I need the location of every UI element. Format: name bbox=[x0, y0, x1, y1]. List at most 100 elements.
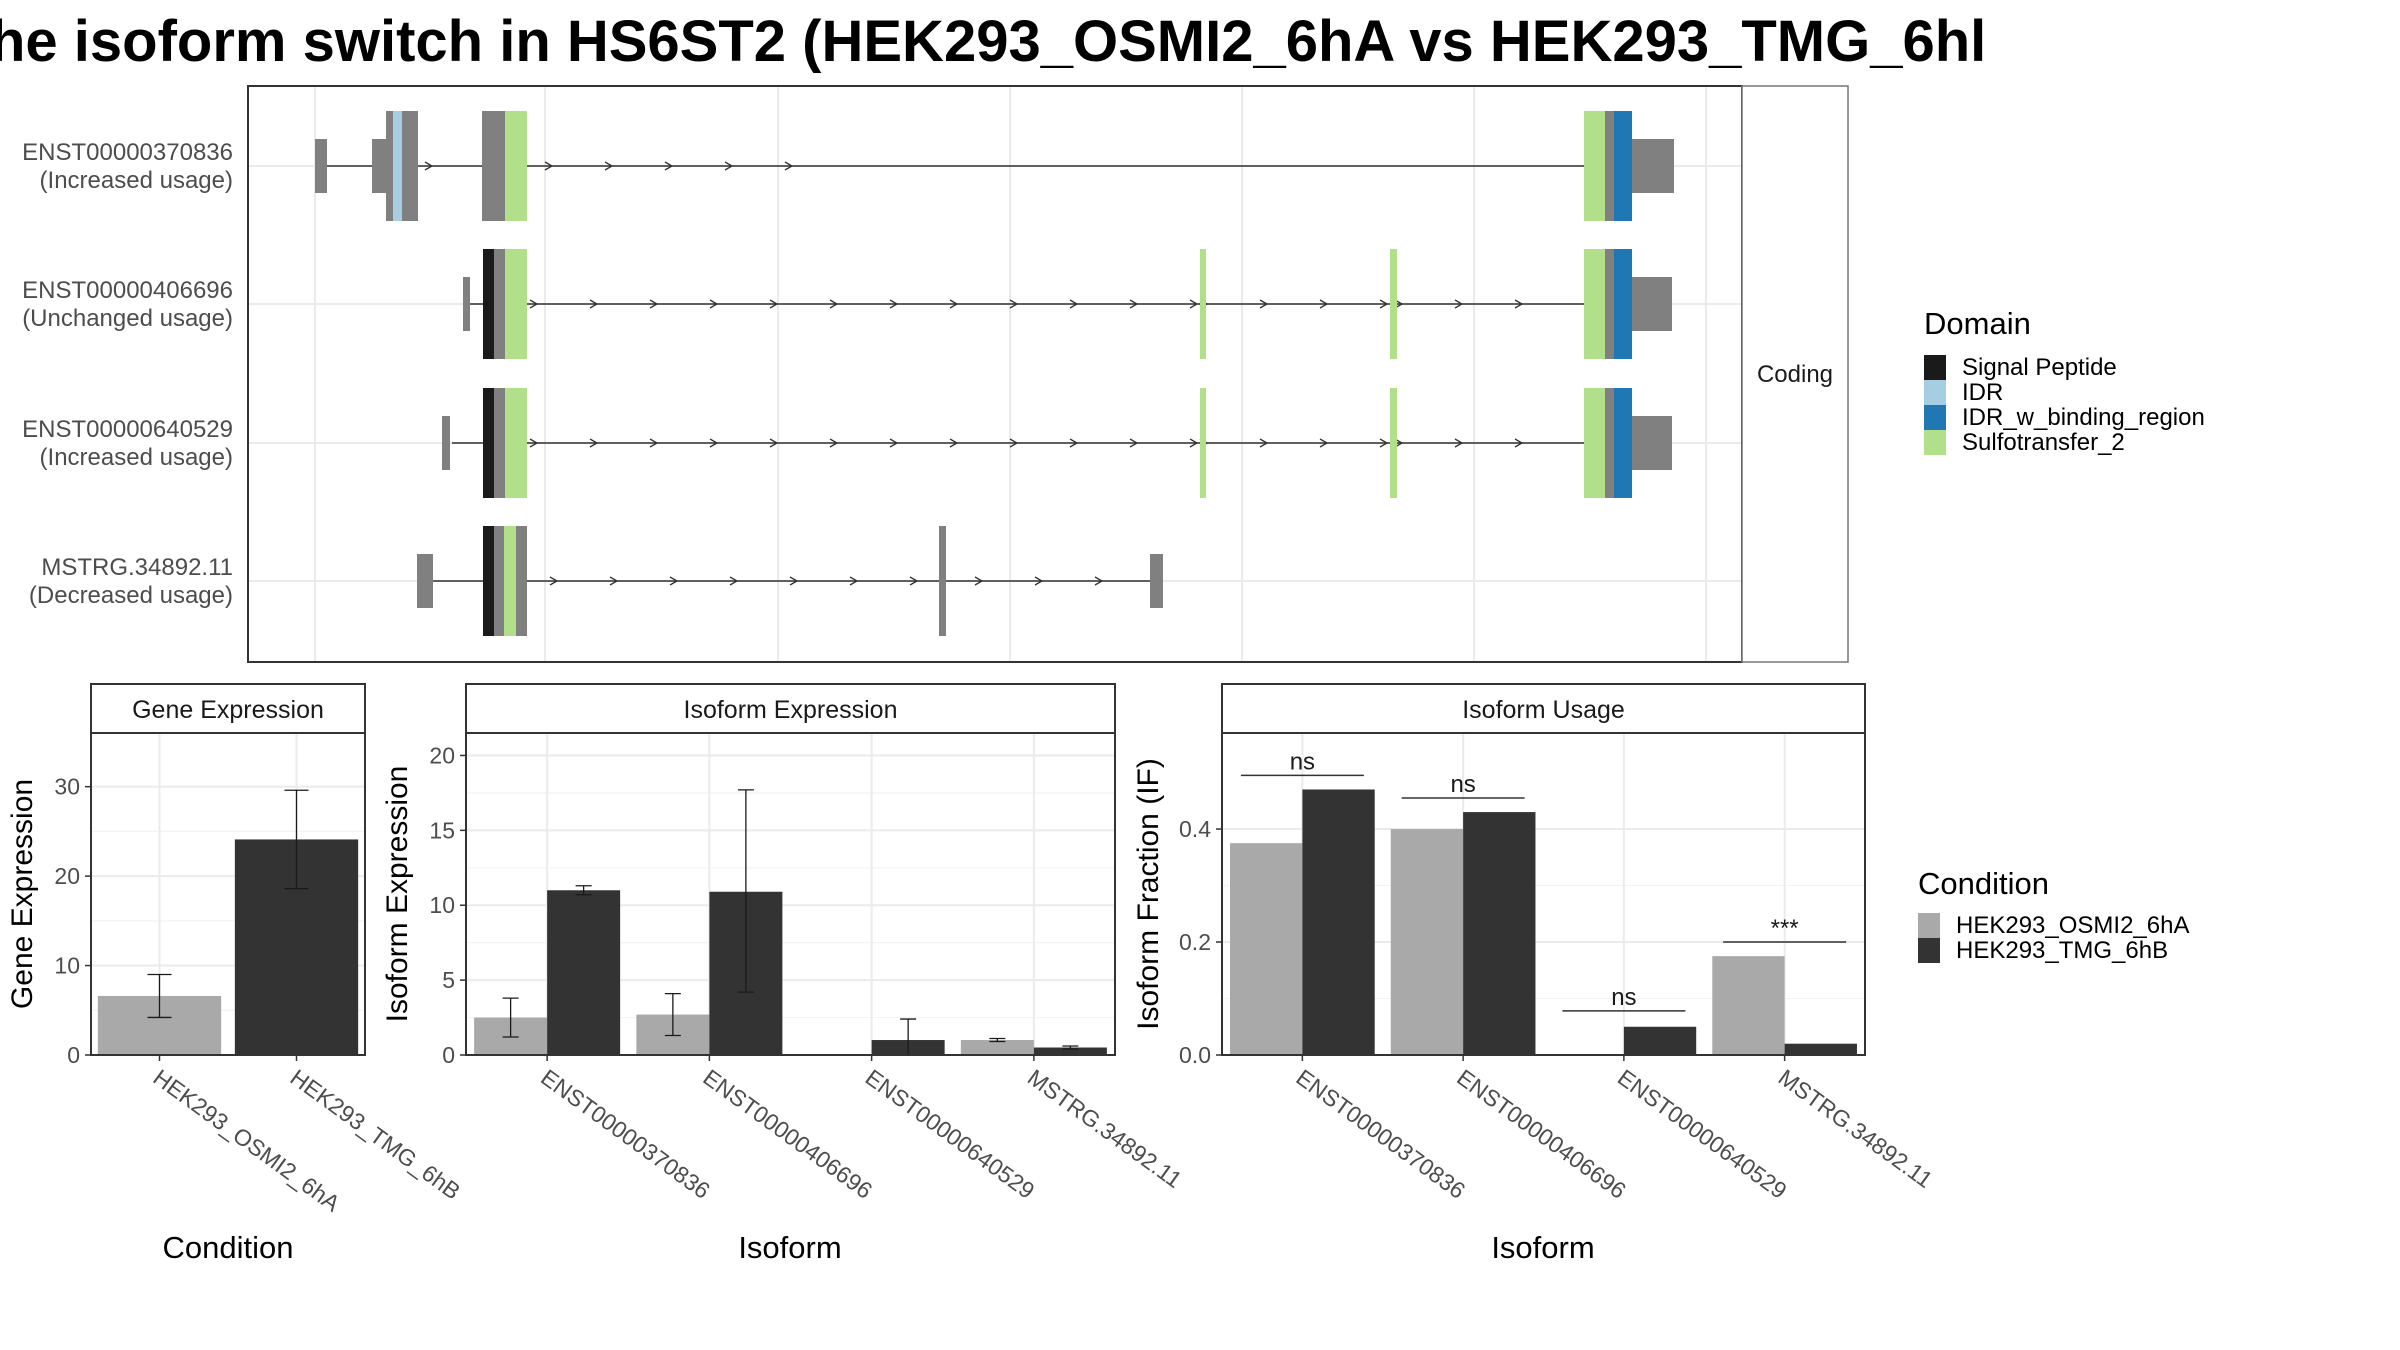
exon-block bbox=[1584, 111, 1605, 221]
intron-arrow bbox=[974, 576, 984, 586]
domain-legend-key bbox=[1924, 430, 1946, 455]
significance-label: ns bbox=[1611, 984, 1636, 1011]
exon-block bbox=[442, 416, 450, 470]
exon-block bbox=[1390, 388, 1397, 498]
exon-block bbox=[463, 277, 470, 331]
isoform-usage-label: (Unchanged usage) bbox=[22, 305, 233, 332]
intron-arrow bbox=[1319, 299, 1329, 309]
exon-block bbox=[1614, 249, 1632, 359]
intron-arrow bbox=[529, 438, 539, 448]
intron-arrow bbox=[784, 161, 794, 171]
intron-arrow bbox=[589, 438, 599, 448]
intron-arrow bbox=[1034, 576, 1044, 586]
exon-block bbox=[494, 526, 504, 636]
y-tick-label: 20 bbox=[429, 742, 455, 768]
intron-arrow bbox=[609, 576, 619, 586]
intron-arrow bbox=[664, 161, 674, 171]
intron-arrow bbox=[1394, 299, 1404, 309]
x-tick-label: MSTRG.34892.11 bbox=[1023, 1064, 1187, 1193]
exon-block bbox=[516, 526, 527, 636]
intron-arrow bbox=[1129, 299, 1139, 309]
exon-block bbox=[939, 526, 946, 636]
y-tick-label: 15 bbox=[429, 817, 455, 843]
exon-block bbox=[1614, 111, 1632, 221]
domain-legend-key bbox=[1924, 380, 1946, 405]
domain-legend-key bbox=[1924, 405, 1946, 430]
x-tick-label: ENST00000406696 bbox=[698, 1064, 877, 1204]
intron-arrow bbox=[889, 438, 899, 448]
isoform-row-label: ENST00000370836 bbox=[22, 139, 233, 166]
exon-block bbox=[1200, 249, 1206, 359]
intron-arrow bbox=[889, 299, 899, 309]
domain-legend-label: IDR_w_binding_region bbox=[1962, 404, 2205, 431]
y-tick-label: 10 bbox=[429, 892, 455, 918]
exon-block bbox=[1584, 249, 1605, 359]
y-tick-label: 0.4 bbox=[1179, 816, 1211, 842]
y-tick-label: 0.0 bbox=[1179, 1042, 1211, 1068]
y-axis-title: Isoform Expression bbox=[381, 766, 414, 1023]
isoform-usage-label: (Decreased usage) bbox=[29, 582, 233, 609]
intron-arrow bbox=[849, 576, 859, 586]
x-tick-label: ENST00000370836 bbox=[1291, 1064, 1470, 1204]
intron-arrow bbox=[789, 576, 799, 586]
intron-arrow bbox=[549, 576, 559, 586]
panel-border bbox=[1221, 732, 1866, 1056]
intron-arrow bbox=[529, 299, 539, 309]
intron-arrow bbox=[949, 299, 959, 309]
x-tick-label: ENST00000640529 bbox=[1613, 1064, 1792, 1204]
panel-border bbox=[90, 732, 366, 1056]
x-tick-label: ENST00000406696 bbox=[1452, 1064, 1631, 1204]
bar bbox=[1623, 1026, 1697, 1055]
panel-title: Isoform Usage bbox=[1462, 696, 1625, 724]
condition-legend-label: HEK293_TMG_6hB bbox=[1956, 937, 2168, 964]
x-tick-label: ENST00000370836 bbox=[536, 1064, 715, 1204]
bar bbox=[1390, 829, 1464, 1055]
condition-legend-key bbox=[1918, 938, 1940, 963]
intron-arrow bbox=[589, 299, 599, 309]
intron-arrow bbox=[669, 576, 679, 586]
exon-block bbox=[483, 526, 494, 636]
domain-legend-key bbox=[1924, 355, 1946, 380]
intron-arrow bbox=[709, 299, 719, 309]
x-axis-title: Isoform bbox=[1491, 1230, 1594, 1265]
exon-block bbox=[1150, 554, 1163, 608]
panel-title: Gene Expression bbox=[132, 696, 324, 724]
bar bbox=[1784, 1043, 1857, 1055]
bar bbox=[1230, 843, 1303, 1055]
intron-arrow bbox=[709, 438, 719, 448]
intron-arrow bbox=[1189, 299, 1199, 309]
exon-block bbox=[1614, 388, 1632, 498]
intron-arrow bbox=[1189, 438, 1199, 448]
y-axis-title: Gene Expression bbox=[6, 779, 39, 1009]
structure-panel-bg bbox=[248, 86, 1742, 662]
exon-block bbox=[505, 249, 527, 359]
exon-block bbox=[483, 249, 494, 359]
page-title: he isoform switch in HS6ST2 (HEK293_OSMI… bbox=[0, 9, 1987, 74]
bar bbox=[1302, 789, 1375, 1055]
domain-legend-title: Domain bbox=[1924, 306, 2031, 341]
panel-border bbox=[465, 732, 1116, 1056]
exon-block bbox=[504, 526, 516, 636]
intron-arrow bbox=[1259, 438, 1269, 448]
exon-block bbox=[482, 111, 505, 221]
facet-label: Coding bbox=[1757, 361, 1833, 388]
intron-arrow bbox=[724, 161, 734, 171]
exon-block bbox=[494, 249, 505, 359]
exon-block bbox=[393, 111, 402, 221]
intron-arrow bbox=[829, 299, 839, 309]
intron-arrow bbox=[1394, 438, 1404, 448]
y-tick-label: 0 bbox=[67, 1042, 80, 1068]
intron-arrow bbox=[1069, 299, 1079, 309]
y-axis-title: Isoform Fraction (IF) bbox=[1132, 758, 1165, 1030]
domain-legend-label: Sulfotransfer_2 bbox=[1962, 429, 2125, 456]
intron-arrow bbox=[1514, 438, 1524, 448]
y-tick-label: 20 bbox=[54, 863, 80, 889]
exon-block bbox=[1390, 249, 1397, 359]
isoform-usage-label: (Increased usage) bbox=[40, 167, 233, 194]
intron-arrow bbox=[1094, 576, 1104, 586]
x-tick-label: MSTRG.34892.11 bbox=[1774, 1064, 1938, 1193]
exon-block bbox=[1632, 277, 1672, 331]
domain-legend-label: IDR bbox=[1962, 379, 2003, 406]
isoform-row-label: ENST00000406696 bbox=[22, 277, 233, 304]
